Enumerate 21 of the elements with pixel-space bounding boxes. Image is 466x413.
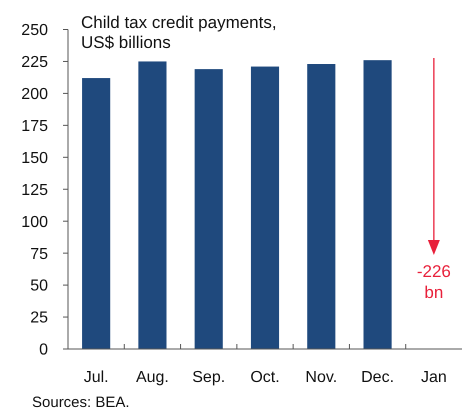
y-tick-label: 50 bbox=[30, 278, 48, 295]
x-tick-label: Jul. bbox=[84, 369, 109, 386]
source-note: Sources: BEA. bbox=[32, 394, 130, 411]
x-tick-label: Aug. bbox=[136, 369, 169, 386]
y-tick-label: 150 bbox=[21, 150, 48, 167]
y-tick-label: 25 bbox=[30, 310, 48, 327]
y-tick-label: 250 bbox=[21, 22, 48, 40]
y-tick-label: 200 bbox=[21, 86, 48, 103]
x-tick-label: Nov. bbox=[305, 369, 338, 386]
x-tick-label: Sep. bbox=[192, 369, 226, 386]
chart-title: Child tax credit payments, US$ billions bbox=[81, 13, 277, 52]
y-tick-label: 225 bbox=[21, 54, 48, 72]
annotation: -226 bn bbox=[416, 262, 451, 302]
y-tick-label: 125 bbox=[21, 182, 48, 199]
x-tick-label: Oct. bbox=[250, 369, 280, 386]
y-tick-label: 175 bbox=[21, 118, 48, 135]
x-tick-label: Jan bbox=[420, 369, 447, 386]
y-tick-label: 0 bbox=[39, 342, 48, 359]
y-tick-label: 75 bbox=[30, 246, 48, 263]
x-tick-label: Dec. bbox=[361, 369, 394, 386]
y-tick-label: 100 bbox=[21, 214, 48, 231]
